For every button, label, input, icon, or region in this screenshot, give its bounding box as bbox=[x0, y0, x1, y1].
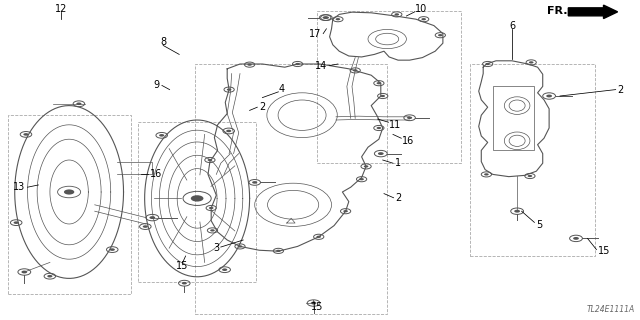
Circle shape bbox=[515, 210, 520, 212]
Circle shape bbox=[335, 18, 340, 20]
Circle shape bbox=[191, 195, 204, 202]
Text: 12: 12 bbox=[54, 4, 67, 14]
Circle shape bbox=[210, 229, 215, 232]
Circle shape bbox=[323, 16, 328, 19]
Circle shape bbox=[109, 248, 115, 251]
Text: 15: 15 bbox=[176, 261, 189, 271]
Circle shape bbox=[227, 88, 232, 91]
Text: 16: 16 bbox=[402, 136, 414, 147]
Circle shape bbox=[376, 127, 381, 129]
Circle shape bbox=[407, 116, 412, 119]
Circle shape bbox=[438, 34, 443, 36]
Circle shape bbox=[24, 133, 29, 136]
Circle shape bbox=[484, 173, 489, 176]
Text: 2: 2 bbox=[618, 84, 624, 95]
FancyArrow shape bbox=[568, 5, 618, 19]
Text: 11: 11 bbox=[389, 120, 401, 130]
Circle shape bbox=[143, 225, 148, 228]
Text: 14: 14 bbox=[316, 60, 328, 71]
Circle shape bbox=[207, 159, 212, 161]
Bar bbox=[8, 115, 131, 294]
Circle shape bbox=[380, 95, 385, 97]
Circle shape bbox=[353, 69, 358, 72]
Circle shape bbox=[21, 270, 27, 273]
Circle shape bbox=[378, 152, 383, 155]
Circle shape bbox=[209, 207, 214, 209]
Text: 17: 17 bbox=[309, 28, 321, 39]
Text: 16: 16 bbox=[150, 169, 163, 180]
Circle shape bbox=[247, 63, 252, 66]
Text: 1: 1 bbox=[395, 158, 401, 168]
Bar bbox=[470, 64, 595, 256]
Circle shape bbox=[64, 189, 74, 195]
Circle shape bbox=[252, 181, 257, 184]
Text: 3: 3 bbox=[213, 243, 220, 253]
Circle shape bbox=[343, 210, 348, 212]
Circle shape bbox=[547, 94, 552, 97]
Text: 15: 15 bbox=[598, 246, 611, 256]
Circle shape bbox=[529, 61, 534, 64]
Circle shape bbox=[159, 134, 164, 137]
Bar bbox=[317, 11, 461, 163]
Circle shape bbox=[316, 236, 321, 238]
Circle shape bbox=[226, 130, 231, 132]
Circle shape bbox=[364, 165, 369, 168]
Text: 13: 13 bbox=[13, 182, 26, 192]
Circle shape bbox=[222, 268, 227, 271]
Text: TL24E1111A: TL24E1111A bbox=[587, 305, 635, 314]
Text: 5: 5 bbox=[536, 220, 543, 230]
Circle shape bbox=[573, 237, 579, 240]
Text: 6: 6 bbox=[509, 20, 515, 31]
Text: FR.: FR. bbox=[547, 6, 567, 16]
Circle shape bbox=[421, 18, 426, 20]
Circle shape bbox=[376, 82, 381, 84]
Circle shape bbox=[485, 63, 490, 65]
Circle shape bbox=[295, 63, 300, 65]
Text: 4: 4 bbox=[278, 84, 285, 94]
Circle shape bbox=[276, 250, 281, 252]
Circle shape bbox=[150, 216, 155, 219]
Circle shape bbox=[394, 13, 399, 16]
Bar bbox=[138, 122, 256, 282]
Text: 8: 8 bbox=[160, 37, 166, 47]
Circle shape bbox=[359, 178, 364, 180]
Circle shape bbox=[182, 282, 187, 284]
Circle shape bbox=[13, 221, 19, 224]
Circle shape bbox=[76, 102, 81, 105]
Circle shape bbox=[311, 301, 317, 305]
Text: 10: 10 bbox=[415, 4, 427, 14]
Text: 15: 15 bbox=[310, 302, 323, 312]
Bar bbox=[493, 86, 534, 150]
Text: 2: 2 bbox=[396, 193, 402, 203]
Circle shape bbox=[324, 16, 329, 19]
Bar bbox=[195, 64, 387, 314]
Text: 9: 9 bbox=[154, 80, 160, 91]
Circle shape bbox=[47, 275, 52, 277]
Text: 2: 2 bbox=[259, 102, 266, 112]
Circle shape bbox=[527, 175, 532, 177]
Circle shape bbox=[237, 245, 243, 248]
